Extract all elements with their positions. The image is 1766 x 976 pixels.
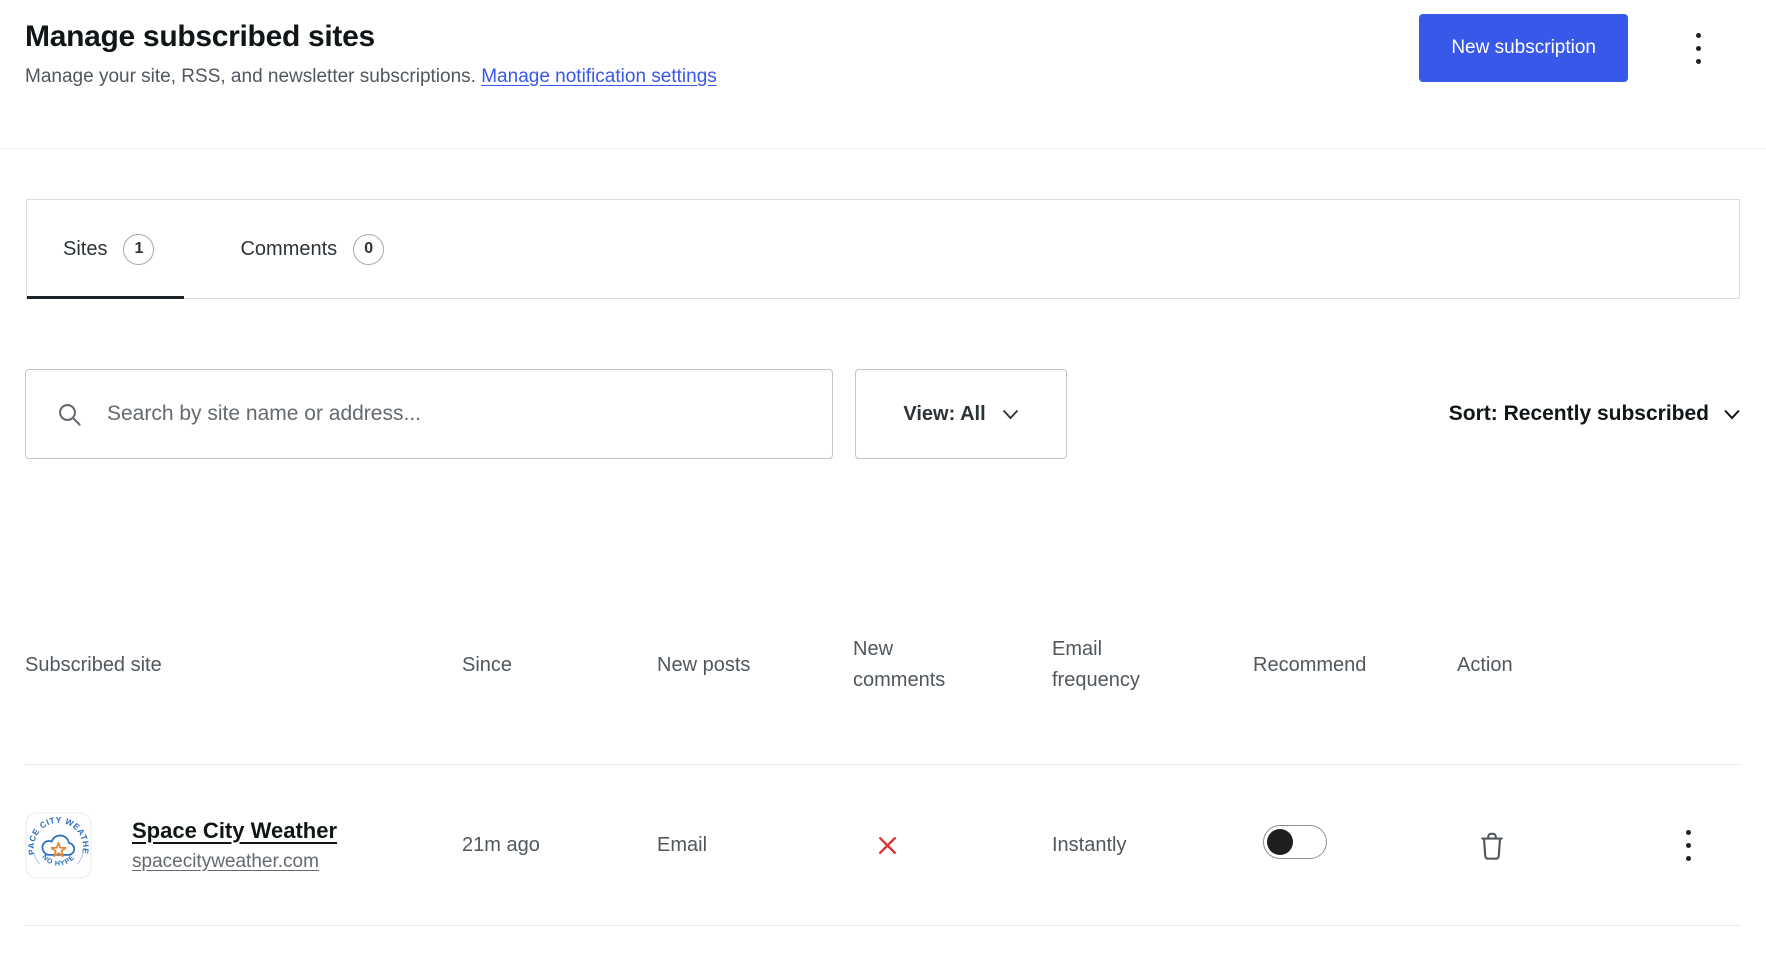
cell-new-comments — [853, 833, 1052, 858]
sort-dropdown[interactable]: Sort: Recently subscribed — [1449, 402, 1741, 426]
column-header-subscribed-site: Subscribed site — [25, 653, 162, 676]
new-subscription-button[interactable]: New subscription — [1419, 14, 1628, 82]
subscriptions-table: Subscribed site Since New posts New comm… — [25, 634, 1741, 926]
cell-recommend — [1253, 825, 1443, 865]
column-header-new-posts: New posts — [657, 653, 751, 676]
column-header-since: Since — [462, 653, 513, 676]
logo-arc-right — [76, 851, 84, 865]
delete-subscription-button[interactable] — [1475, 827, 1509, 864]
site-url-link[interactable]: spacecityweather.com — [132, 850, 319, 872]
column-header-new-comments: New comments — [853, 638, 946, 691]
header-actions: New subscription — [1419, 14, 1705, 82]
header-divider — [0, 148, 1766, 149]
cell-since: 21m ago — [462, 833, 540, 856]
logo-star — [50, 841, 67, 857]
tab-sites-count-badge: 1 — [123, 233, 155, 265]
notification-settings-link[interactable]: Manage notification settings — [481, 66, 717, 87]
red-x-icon — [879, 836, 896, 854]
page-subtitle: Manage your site, RSS, and newsletter su… — [25, 66, 717, 88]
row-divider — [25, 764, 1741, 765]
column-header-email-frequency: Email frequency — [1052, 638, 1140, 691]
logo-arc-left — [33, 851, 41, 865]
chevron-down-icon — [1724, 409, 1740, 419]
tab-bar: Sites 1 Comments 0 — [26, 199, 1740, 299]
search-box — [25, 369, 833, 459]
site-meta: Space City Weather spacecityweather.com — [132, 818, 337, 873]
column-header-recommend: Recommend — [1253, 653, 1367, 676]
row-divider — [25, 925, 1741, 926]
subtitle-text: Manage your site, RSS, and newsletter su… — [25, 66, 476, 87]
trash-icon — [1481, 832, 1503, 860]
page-header: Manage subscribed sites Manage your site… — [0, 0, 1766, 88]
ellipsis-icon — [1696, 32, 1701, 38]
row-more-options-button[interactable] — [1682, 824, 1695, 867]
cell-new-posts: Email — [657, 833, 708, 856]
view-filter-dropdown[interactable]: View: All — [855, 369, 1067, 459]
chevron-down-icon — [1002, 409, 1018, 419]
search-input[interactable] — [107, 402, 808, 426]
tab-comments[interactable]: Comments 0 — [212, 200, 412, 298]
recommend-toggle[interactable] — [1263, 825, 1327, 859]
cell-subscribed-site: SPACE CITY WEATHER NO HYPE Space City We… — [25, 812, 462, 879]
tab-comments-count-badge: 0 — [353, 233, 385, 265]
view-filter-label: View: All — [903, 402, 986, 425]
cell-email-frequency: Instantly — [1052, 833, 1127, 856]
ellipsis-icon — [1686, 829, 1691, 835]
header-text-block: Manage subscribed sites Manage your site… — [25, 14, 717, 88]
page-title: Manage subscribed sites — [25, 20, 375, 53]
header-more-options-button[interactable] — [1692, 27, 1705, 70]
cell-action — [1443, 824, 1741, 867]
table-header-row: Subscribed site Since New posts New comm… — [25, 634, 1741, 696]
table-row: SPACE CITY WEATHER NO HYPE Space City We… — [25, 765, 1741, 925]
column-header-action: Action — [1457, 653, 1513, 676]
tab-comments-label: Comments — [240, 237, 338, 260]
sort-label: Sort: Recently subscribed — [1448, 402, 1709, 425]
site-avatar[interactable]: SPACE CITY WEATHER NO HYPE — [25, 812, 92, 879]
tab-sites-label: Sites — [63, 237, 108, 260]
filter-row: View: All Sort: Recently subscribed — [25, 369, 1741, 459]
search-icon — [59, 403, 81, 426]
tab-sites[interactable]: Sites 1 — [27, 200, 185, 299]
toggle-knob — [1267, 828, 1293, 855]
site-name-link[interactable]: Space City Weather — [132, 817, 338, 843]
